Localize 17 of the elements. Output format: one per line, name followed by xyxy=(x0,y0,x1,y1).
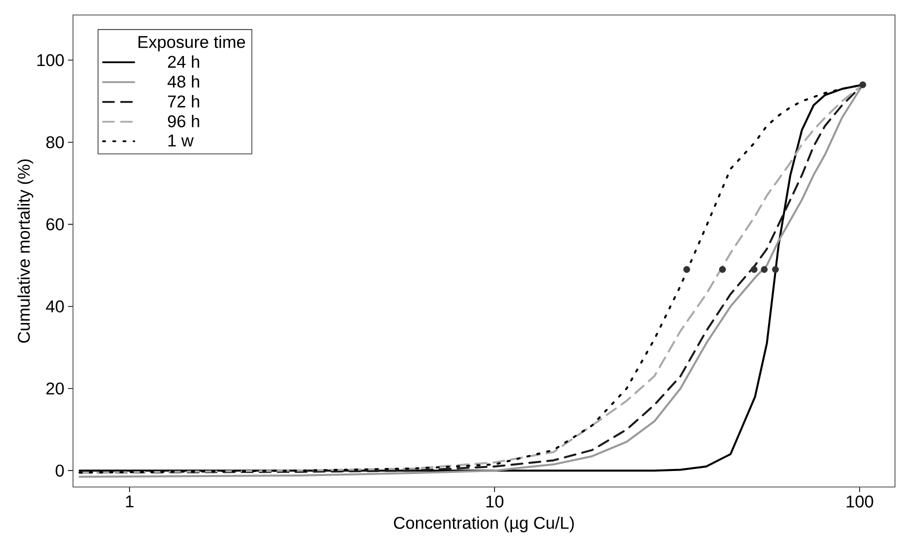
y-tick-label: 60 xyxy=(46,218,64,230)
legend-label: 96 h xyxy=(168,114,200,128)
legend-label: 48 h xyxy=(168,75,200,88)
legend-label: 1 w xyxy=(168,134,194,146)
x-tick-label: 10 xyxy=(486,496,504,508)
y-tick-label: 100 xyxy=(37,54,64,66)
y-tick-label: 20 xyxy=(46,382,64,395)
legend-label: 72 h xyxy=(168,95,200,108)
x-tick-label: 100 xyxy=(846,496,874,508)
legend-title: Exposure time xyxy=(138,36,246,52)
y-tick-label: 40 xyxy=(46,300,64,312)
y-axis-title: Cumulative mortality (%) xyxy=(17,160,34,343)
legend-label: 24 h xyxy=(168,55,200,68)
y-tick-label: 0 xyxy=(56,464,64,477)
x-tick-label: 1 xyxy=(126,496,134,508)
x-axis-title: Concentration (µg Cu/L) xyxy=(394,516,574,532)
y-tick-label: 80 xyxy=(46,136,64,148)
